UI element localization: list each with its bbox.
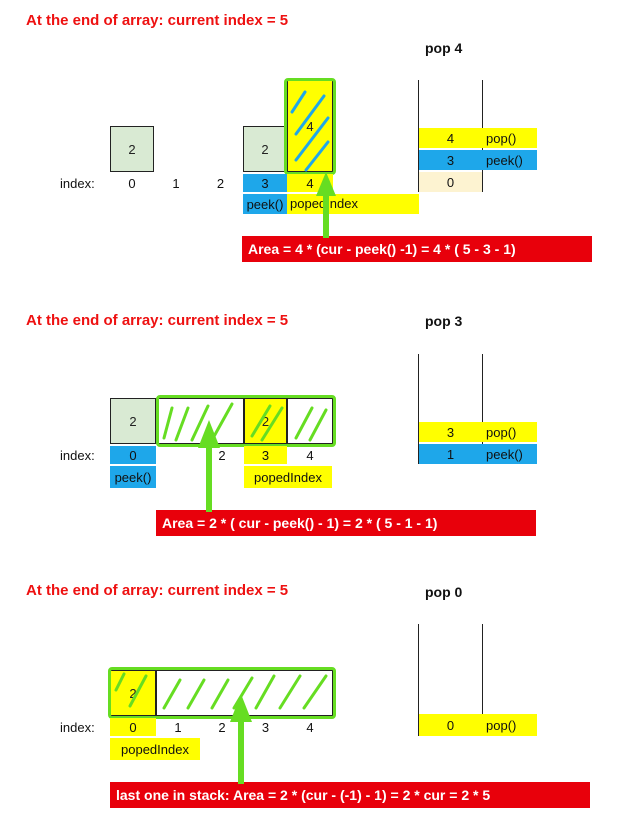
stack-label-pop: pop()	[482, 422, 537, 442]
panel-3-pop-title: pop 0	[425, 584, 463, 600]
stack-label-pop: pop()	[482, 128, 537, 148]
index-cell-4: 4	[306, 719, 314, 735]
index-label: index:	[60, 720, 95, 735]
index-cell-3-popped: 3	[244, 446, 287, 464]
stack-item-top: 0	[419, 714, 482, 736]
empty-span-index-4	[287, 398, 333, 444]
index-cell-2: 2	[218, 719, 226, 735]
stack-label-peek: peek()	[482, 150, 537, 170]
index-label: index:	[60, 448, 95, 463]
index-cell-0-peek: 0	[110, 446, 156, 464]
stack-item-second: 1	[419, 444, 482, 464]
index-cell-4: 4	[306, 447, 314, 463]
bar-index-0: 2	[110, 126, 154, 172]
popped-index-label: popedIndex	[290, 196, 358, 211]
stack-label-pop: pop()	[482, 714, 537, 736]
peek-label: peek()	[243, 194, 287, 214]
stack-left-wall	[418, 624, 419, 736]
index-cell-1: 1	[174, 719, 182, 735]
area-formula: last one in stack: Area = 2 * (cur - (-1…	[110, 782, 590, 808]
stack-item-top: 3	[419, 422, 482, 442]
peek-label: peek()	[110, 466, 156, 488]
area-formula: Area = 4 * (cur - peek() -1) = 4 * ( 5 -…	[242, 236, 592, 262]
panel-2-pop-title: pop 3	[425, 313, 463, 329]
area-highlight	[156, 395, 336, 447]
stack-label-peek: peek()	[482, 444, 537, 464]
index-cell-3-peek: 3	[243, 174, 287, 192]
panel-3-heading: At the end of array: current index = 5	[26, 582, 289, 599]
index-cell-3: 3	[261, 719, 270, 735]
stack-left-wall	[418, 354, 419, 464]
index-cell-2: 2	[216, 175, 225, 191]
index-cell-1: 1	[172, 175, 180, 191]
panel-1-heading: At the end of array: current index = 5	[26, 12, 289, 29]
stack-left-wall	[418, 80, 419, 192]
index-cell-4-popped: 4	[287, 174, 333, 192]
panel-2-heading: At the end of array: current index = 5	[26, 312, 289, 329]
popped-bar-highlight	[284, 78, 336, 175]
bar-index-0: 2	[110, 398, 156, 444]
stack-item-second: 3	[419, 150, 482, 170]
stack-right-wall	[482, 354, 483, 464]
bar-index-3: 2	[243, 126, 287, 172]
popped-index-label: popedIndex	[244, 466, 332, 488]
popped-index-label-bg	[287, 194, 419, 214]
panel-1-pop-title: pop 4	[425, 40, 463, 56]
popped-index-label: popedIndex	[110, 738, 200, 760]
index-cell-0-popped: 0	[110, 718, 156, 736]
index-label: index:	[60, 176, 95, 191]
index-cell-0: 0	[128, 175, 136, 191]
index-cell-2: 2	[218, 447, 226, 463]
area-highlight	[108, 667, 336, 719]
stack-item-bottom: 0	[419, 172, 482, 192]
stack-item-top: 4	[419, 128, 482, 148]
area-formula: Area = 2 * ( cur - peek() - 1) = 2 * ( 5…	[156, 510, 536, 536]
stack-right-wall	[482, 624, 483, 736]
